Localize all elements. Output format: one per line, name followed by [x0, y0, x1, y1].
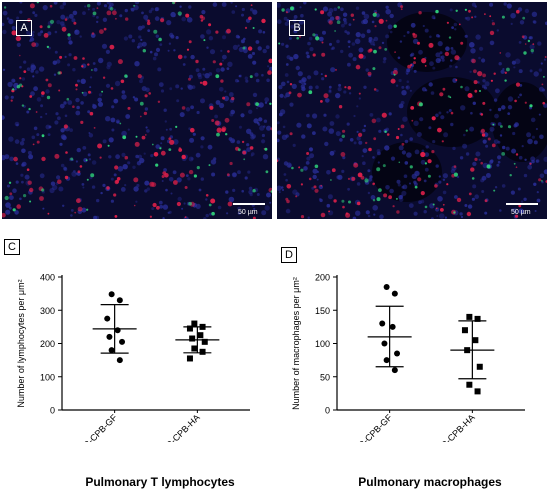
chart-d-y-tick-label: 150	[315, 306, 330, 316]
chart-d-point	[474, 315, 481, 322]
chart-c-point	[116, 297, 123, 304]
chart-c-category-label: IR-CPB-HA	[162, 412, 202, 442]
chart-d-point	[461, 327, 468, 334]
chart-lymphocytes: 0 100 200 300 400 Number of lymphocytes per μ…	[16, 273, 250, 442]
chart-c-y-tick-label: 300	[40, 306, 55, 316]
chart-c-y-axis-label: Number of lymphocytes per μm²	[16, 279, 26, 407]
chart-c-y-tick-label: 0	[50, 406, 55, 416]
chart-title-d: Pulmonary macrophages	[358, 475, 502, 489]
chart-c-point	[191, 345, 198, 352]
microscopy-image-b: B 50 µm	[277, 2, 547, 219]
chart-d-y-tick-label: 100	[315, 339, 330, 349]
chart-d-y-tick-label: 50	[320, 372, 330, 382]
scale-bar-a	[233, 203, 265, 205]
chart-d-point	[466, 313, 473, 320]
chart-d-point	[379, 320, 386, 327]
chart-d-point	[466, 381, 473, 388]
chart-d-point	[389, 323, 396, 330]
panel-label-a: A	[16, 20, 32, 36]
chart-c-y-tick-label: 200	[40, 339, 55, 349]
panel-label-d: D	[281, 247, 297, 263]
chart-c-point	[189, 335, 196, 342]
chart-d-y-tick-label: 0	[325, 406, 330, 416]
microscopy-image-a: A 50 µm	[2, 2, 272, 219]
chart-d-point	[391, 367, 398, 374]
chart-d-point	[391, 290, 398, 297]
panel-label-c: C	[4, 239, 20, 255]
chart-d-point	[381, 340, 388, 347]
chart-d-point	[472, 337, 479, 344]
chart-d-point	[383, 283, 390, 290]
chart-c-point	[108, 291, 115, 298]
chart-d-point	[394, 350, 401, 357]
chart-title-c: Pulmonary T lymphocytes	[85, 475, 235, 489]
chart-c-point	[199, 348, 206, 355]
chart-c-category-label: IR-CPB-GF	[79, 412, 119, 442]
fluorescence-image-b	[277, 2, 547, 219]
scale-label-b: 50 µm	[511, 209, 531, 216]
chart-d-point	[383, 357, 390, 364]
scale-label-a: 50 µm	[238, 209, 258, 216]
chart-c-point	[197, 332, 204, 339]
chart-d-y-tick-label: 200	[315, 273, 330, 283]
chart-c-y-tick-label: 400	[40, 273, 55, 283]
chart-macrophages: 0 50 100 150 200 Number of macrophages per μm…	[291, 273, 525, 442]
scale-bar-b	[506, 203, 538, 205]
chart-c-y-tick-label: 100	[40, 372, 55, 382]
chart-c-point	[186, 355, 193, 362]
chart-d-category-label: IR-CPB-HA	[437, 412, 477, 442]
chart-d-point	[474, 388, 481, 395]
chart-c-point	[201, 338, 208, 345]
chart-d-category-label: IR-CPB-GF	[354, 412, 394, 442]
chart-c-point	[114, 327, 121, 334]
chart-c-point	[106, 333, 113, 340]
chart-c-point	[186, 325, 193, 332]
chart-c-point	[119, 338, 126, 345]
chart-c-point	[108, 347, 115, 354]
chart-d-y-axis-label: Number of macrophages per μm²	[291, 277, 301, 410]
chart-c-point	[104, 315, 111, 322]
chart-c-point	[116, 357, 123, 364]
chart-c-point	[191, 320, 198, 327]
panel-label-b: B	[289, 20, 305, 36]
chart-d-point	[476, 363, 483, 370]
fluorescence-image-a	[2, 2, 272, 219]
